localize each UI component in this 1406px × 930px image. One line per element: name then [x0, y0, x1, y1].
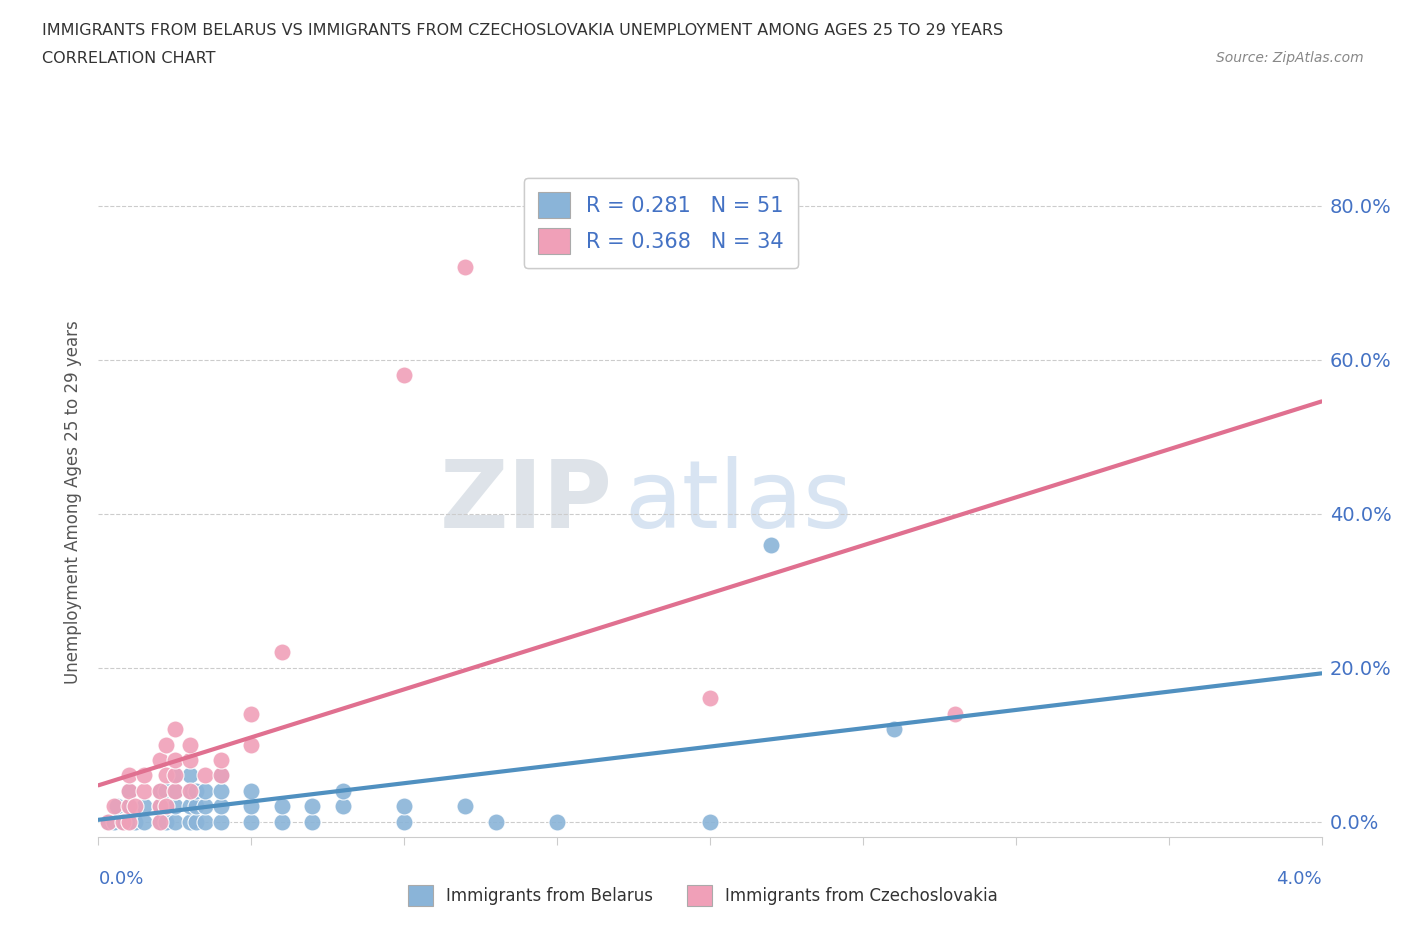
Point — [240, 814, 263, 829]
Point — [118, 799, 141, 814]
Point — [134, 814, 156, 829]
Point — [124, 799, 146, 814]
Point — [332, 783, 354, 798]
Point — [134, 799, 156, 814]
Point — [270, 799, 294, 814]
Point — [155, 814, 177, 829]
Point — [97, 814, 120, 829]
Point — [759, 538, 782, 552]
Point — [179, 752, 201, 767]
Point — [332, 799, 354, 814]
Point — [240, 737, 263, 752]
Text: 0.0%: 0.0% — [98, 870, 143, 887]
Point — [209, 768, 232, 783]
Point — [103, 799, 125, 814]
Point — [194, 814, 217, 829]
Text: 4.0%: 4.0% — [1277, 870, 1322, 887]
Point — [209, 799, 232, 814]
Point — [149, 783, 172, 798]
Point — [485, 814, 508, 829]
Y-axis label: Unemployment Among Ages 25 to 29 years: Unemployment Among Ages 25 to 29 years — [65, 320, 83, 684]
Text: atlas: atlas — [624, 457, 852, 548]
Point — [118, 814, 141, 829]
Point — [699, 691, 721, 706]
Point — [179, 814, 201, 829]
Point — [118, 799, 141, 814]
Point — [301, 814, 323, 829]
Point — [699, 814, 721, 829]
Point — [179, 799, 201, 814]
Point — [163, 783, 186, 798]
Point — [155, 799, 177, 814]
Point — [179, 783, 201, 798]
Text: IMMIGRANTS FROM BELARUS VS IMMIGRANTS FROM CZECHOSLOVAKIA UNEMPLOYMENT AMONG AGE: IMMIGRANTS FROM BELARUS VS IMMIGRANTS FR… — [42, 23, 1004, 38]
Point — [194, 768, 217, 783]
Point — [155, 783, 177, 798]
Point — [155, 737, 177, 752]
Point — [392, 814, 416, 829]
Point — [179, 768, 201, 783]
Point — [240, 707, 263, 722]
Text: ZIP: ZIP — [439, 457, 612, 548]
Point — [163, 814, 186, 829]
Text: CORRELATION CHART: CORRELATION CHART — [42, 51, 215, 66]
Point — [155, 799, 177, 814]
Point — [179, 737, 201, 752]
Point — [546, 814, 568, 829]
Point — [209, 814, 232, 829]
Point — [179, 783, 201, 798]
Point — [111, 814, 134, 829]
Point — [209, 768, 232, 783]
Point — [209, 752, 232, 767]
Point — [943, 707, 966, 722]
Point — [149, 814, 172, 829]
Point — [209, 783, 232, 798]
Point — [163, 783, 186, 798]
Legend: Immigrants from Belarus, Immigrants from Czechoslovakia: Immigrants from Belarus, Immigrants from… — [402, 879, 1004, 912]
Point — [270, 644, 294, 659]
Point — [149, 799, 172, 814]
Point — [163, 722, 186, 737]
Point — [118, 783, 141, 798]
Text: Source: ZipAtlas.com: Source: ZipAtlas.com — [1216, 51, 1364, 65]
Legend: R = 0.281   N = 51, R = 0.368   N = 34: R = 0.281 N = 51, R = 0.368 N = 34 — [524, 178, 799, 268]
Point — [111, 814, 134, 829]
Point — [134, 783, 156, 798]
Point — [454, 799, 477, 814]
Point — [194, 783, 217, 798]
Point — [149, 799, 172, 814]
Point — [186, 799, 208, 814]
Point — [103, 814, 125, 829]
Point — [186, 814, 208, 829]
Point — [301, 799, 323, 814]
Point — [105, 799, 128, 814]
Point — [240, 799, 263, 814]
Point — [149, 814, 172, 829]
Point — [163, 752, 186, 767]
Point — [149, 783, 172, 798]
Point — [454, 260, 477, 275]
Point — [392, 367, 416, 382]
Point — [392, 799, 416, 814]
Point — [97, 814, 120, 829]
Point — [134, 768, 156, 783]
Point — [118, 768, 141, 783]
Point — [240, 783, 263, 798]
Point — [163, 768, 186, 783]
Point — [149, 752, 172, 767]
Point — [186, 783, 208, 798]
Point — [118, 783, 141, 798]
Point — [163, 768, 186, 783]
Point — [194, 799, 217, 814]
Point — [124, 814, 146, 829]
Point — [118, 814, 141, 829]
Point — [155, 768, 177, 783]
Point — [163, 799, 186, 814]
Point — [270, 814, 294, 829]
Point — [883, 722, 905, 737]
